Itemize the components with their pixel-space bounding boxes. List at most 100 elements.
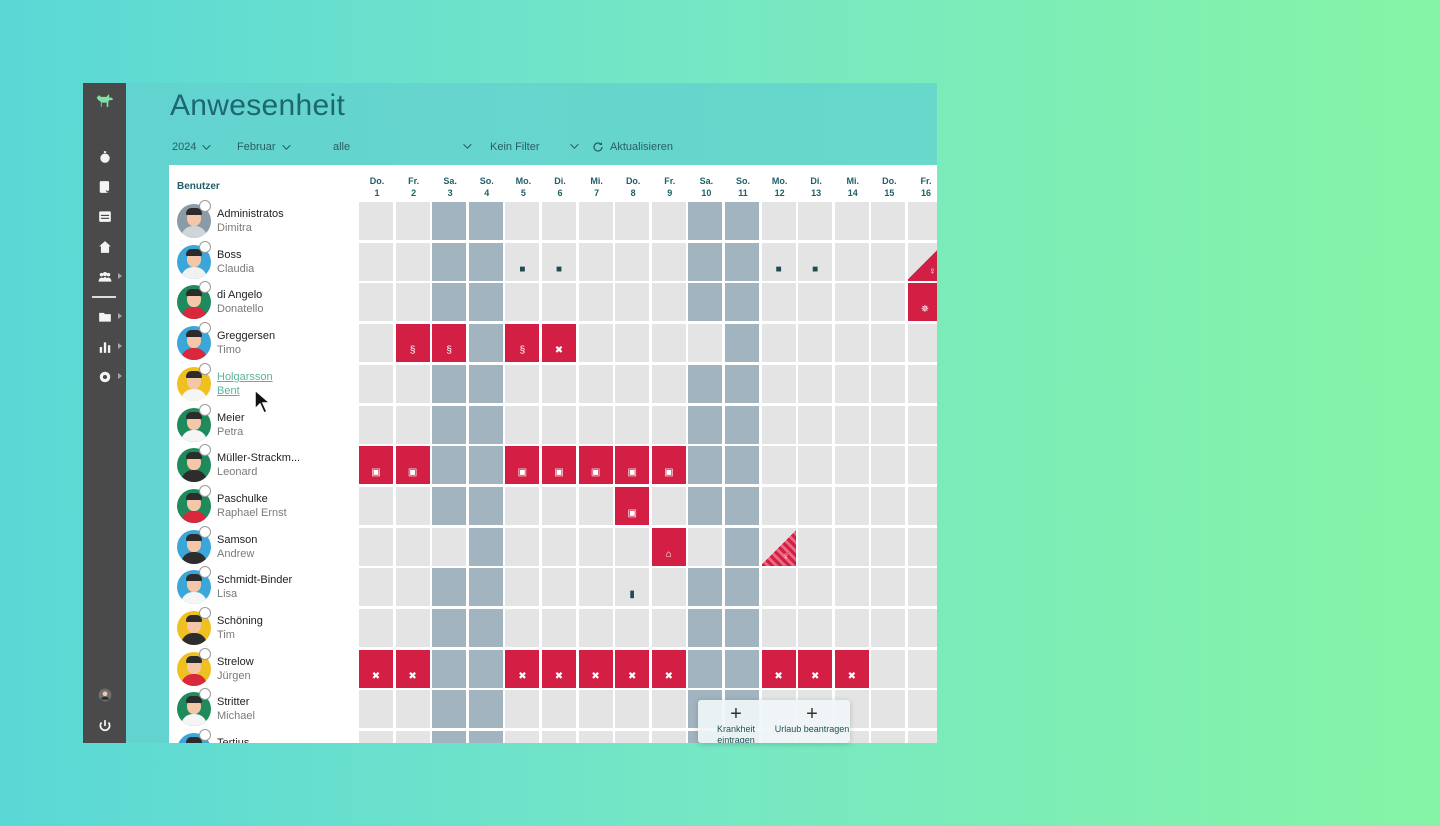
day-cell[interactable] <box>505 527 540 566</box>
day-cell[interactable] <box>542 283 576 322</box>
day-cell[interactable]: ▣ <box>395 446 430 485</box>
day-cell[interactable] <box>468 690 503 729</box>
day-cell[interactable] <box>725 568 759 607</box>
day-cell[interactable] <box>505 364 540 403</box>
avatar[interactable] <box>177 326 211 361</box>
day-cell[interactable] <box>834 527 869 566</box>
user-last-name[interactable]: Samson <box>217 533 258 546</box>
filter-select[interactable]: Kein Filter <box>490 140 579 153</box>
day-cell[interactable] <box>761 446 796 485</box>
add-sickness-button[interactable]: + Krankheit eintragen <box>698 704 774 743</box>
day-cell[interactable] <box>359 202 393 240</box>
avatar[interactable] <box>177 529 211 564</box>
day-cell[interactable]: ✖ <box>798 649 833 688</box>
user-last-name[interactable]: Stritter <box>217 696 250 709</box>
checklist-icon[interactable] <box>83 175 126 199</box>
day-cell[interactable] <box>798 527 833 566</box>
day-cell[interactable] <box>395 609 430 647</box>
day-cell[interactable] <box>395 242 430 281</box>
day-cell[interactable] <box>688 527 723 566</box>
user-first-name[interactable]: Timo <box>217 344 242 357</box>
day-cell[interactable] <box>834 609 869 647</box>
day-cell[interactable] <box>468 202 503 240</box>
day-cell[interactable]: ■ <box>798 242 833 281</box>
day-cell[interactable] <box>908 486 937 525</box>
user-first-name[interactable]: Petra <box>217 425 244 438</box>
user-last-name[interactable]: Strelow <box>217 655 254 668</box>
day-cell[interactable] <box>542 364 576 403</box>
day-cell[interactable] <box>468 324 503 363</box>
day-cell[interactable] <box>798 364 833 403</box>
day-cell[interactable] <box>761 609 796 647</box>
day-cell[interactable]: ▮ <box>615 568 650 607</box>
user-last-name[interactable]: Schöning <box>217 615 263 627</box>
day-cell[interactable] <box>578 364 613 403</box>
day-cell[interactable] <box>761 568 796 607</box>
day-cell[interactable] <box>688 446 723 485</box>
user-last-name[interactable]: Boss <box>217 248 242 261</box>
day-cell[interactable] <box>432 486 467 525</box>
avatar[interactable] <box>177 651 211 686</box>
day-cell[interactable] <box>798 609 833 647</box>
day-cell[interactable] <box>688 242 723 281</box>
day-cell[interactable] <box>871 486 906 525</box>
day-cell[interactable] <box>359 731 393 743</box>
dog-icon[interactable] <box>83 89 126 113</box>
day-cell[interactable]: ■ <box>761 242 796 281</box>
user-last-name[interactable]: Administratos <box>217 208 284 220</box>
day-cell[interactable] <box>688 202 723 240</box>
day-cell[interactable] <box>432 690 467 729</box>
day-cell[interactable] <box>578 242 613 281</box>
day-cell[interactable] <box>505 568 540 607</box>
day-cell[interactable] <box>432 202 467 240</box>
day-cell[interactable] <box>725 324 759 363</box>
day-cell[interactable] <box>542 731 576 743</box>
day-cell[interactable] <box>688 324 723 363</box>
day-cell[interactable] <box>578 568 613 607</box>
day-cell[interactable] <box>542 202 576 240</box>
day-cell[interactable] <box>578 405 613 444</box>
day-cell[interactable] <box>798 446 833 485</box>
day-cell[interactable] <box>651 324 686 363</box>
day-cell[interactable]: ■ <box>505 242 540 281</box>
day-cell[interactable] <box>834 405 869 444</box>
day-cell[interactable]: ▣ <box>651 446 686 485</box>
day-cell[interactable] <box>834 486 869 525</box>
day-cell[interactable] <box>432 283 467 322</box>
day-cell[interactable] <box>908 527 937 566</box>
day-cell[interactable] <box>395 527 430 566</box>
day-cell[interactable] <box>395 283 430 322</box>
day-cell[interactable] <box>761 324 796 363</box>
day-cell[interactable] <box>651 405 686 444</box>
day-cell[interactable] <box>871 242 906 281</box>
day-cell[interactable] <box>908 324 937 363</box>
day-cell[interactable] <box>359 568 393 607</box>
day-cell[interactable]: ▣ <box>615 486 650 525</box>
day-cell[interactable] <box>468 364 503 403</box>
day-cell[interactable] <box>908 568 937 607</box>
day-cell[interactable] <box>468 527 503 566</box>
day-cell[interactable] <box>688 364 723 403</box>
day-cell[interactable]: ♀ <box>908 242 937 281</box>
day-cell[interactable] <box>542 527 576 566</box>
day-cell[interactable] <box>505 405 540 444</box>
day-cell[interactable] <box>542 690 576 729</box>
day-cell[interactable] <box>798 283 833 322</box>
day-cell[interactable]: ✖ <box>615 649 650 688</box>
day-cell[interactable] <box>688 609 723 647</box>
day-cell[interactable] <box>468 731 503 743</box>
day-cell[interactable] <box>798 568 833 607</box>
day-cell[interactable] <box>761 202 796 240</box>
day-cell[interactable]: § <box>395 324 430 363</box>
day-cell[interactable] <box>908 446 937 485</box>
user-last-name[interactable]: Paschulke <box>217 492 268 505</box>
day-cell[interactable] <box>468 568 503 607</box>
day-cell[interactable] <box>432 568 467 607</box>
day-cell[interactable] <box>761 364 796 403</box>
day-cell[interactable]: ✖ <box>359 649 393 688</box>
day-cell[interactable] <box>798 202 833 240</box>
day-cell[interactable] <box>578 283 613 322</box>
day-cell[interactable] <box>871 364 906 403</box>
day-cell[interactable] <box>359 609 393 647</box>
day-cell[interactable] <box>834 446 869 485</box>
